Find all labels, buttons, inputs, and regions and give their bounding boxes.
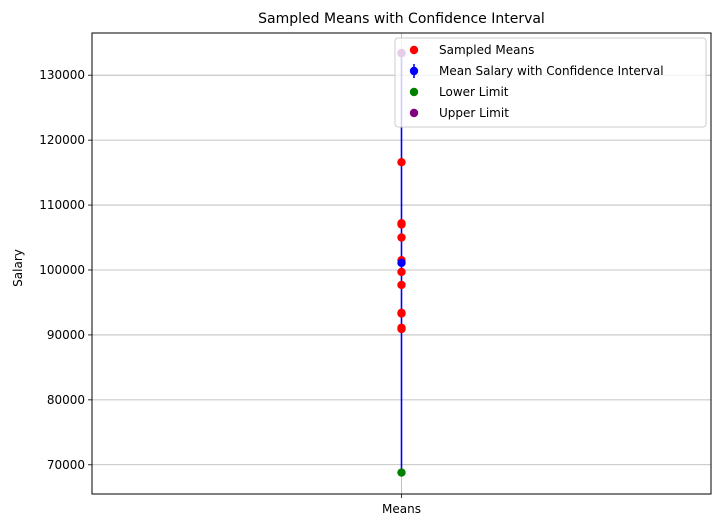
lower-limit-point — [397, 468, 406, 477]
sampled-mean-point — [397, 309, 406, 318]
sampled-mean-point — [397, 280, 406, 290]
mean-salary-point — [397, 258, 406, 268]
legend-marker — [409, 66, 419, 76]
sampled-mean-point — [397, 267, 406, 277]
ticks-layer: 70000 80000 90000 100000 110000 120000 130000 M… — [39, 68, 421, 516]
y-tick-label: 100000 — [39, 263, 85, 277]
legend-marker — [409, 45, 419, 55]
y-axis-label: Salary — [11, 249, 25, 287]
legend-marker — [409, 87, 419, 97]
y-tick-label: 90000 — [47, 328, 85, 342]
y-tick-label: 70000 — [47, 458, 85, 472]
y-tick-label: 130000 — [39, 68, 85, 82]
legend-marker — [409, 108, 419, 118]
sampled-mean-point — [397, 324, 406, 334]
chart-title: Sampled Means with Confidence Interval — [258, 11, 545, 27]
y-tick-label: 110000 — [39, 198, 85, 212]
sampled-mean-point — [397, 220, 406, 229]
y-tick-label: 80000 — [47, 393, 85, 407]
legend-label: Lower Limit — [439, 85, 509, 99]
x-tick-label: Means — [382, 502, 421, 516]
y-tick-label: 120000 — [39, 133, 85, 147]
legend: Sampled Means Mean Salary with Confidence… — [394, 37, 707, 128]
legend-label: Sampled Means — [439, 43, 534, 57]
legend-box — [394, 37, 707, 128]
legend-label: Upper Limit — [439, 106, 509, 120]
legend-label: Mean Salary with Confidence Interval — [439, 64, 664, 78]
sampled-mean-point — [397, 158, 406, 167]
sampled-mean-point — [397, 233, 406, 242]
